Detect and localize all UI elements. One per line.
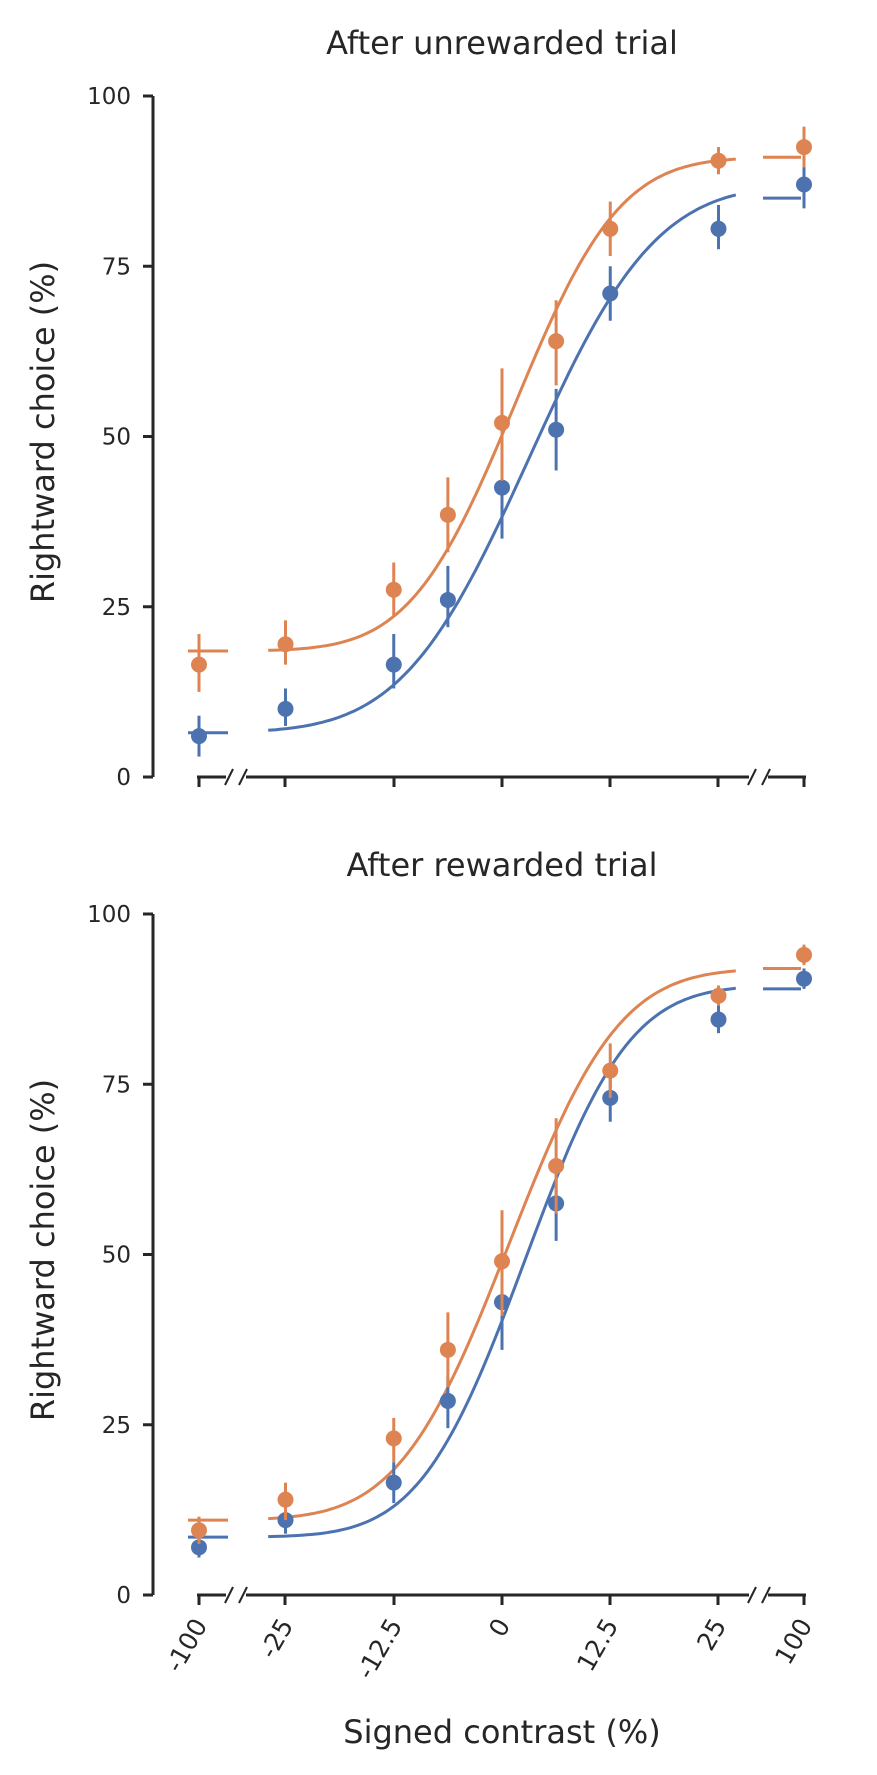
data-points (191, 126, 812, 757)
x-tick-label: 12.5 (571, 1614, 624, 1677)
data-point (602, 220, 619, 237)
x-tick-label: -12.5 (351, 1614, 408, 1685)
data-points (191, 944, 812, 1558)
data-point (548, 333, 565, 350)
data-point (191, 656, 207, 673)
data-point (796, 176, 812, 193)
data-point (385, 581, 402, 598)
x-tick-label: -25 (254, 1614, 300, 1664)
data-point (277, 1491, 294, 1508)
data-point (710, 1011, 727, 1028)
data-point (548, 1157, 565, 1174)
axis-break-mark (747, 768, 757, 786)
x-tick-label: -100 (160, 1614, 213, 1678)
axes: 0 25 50 75 100 -100 -25 -12.5 0 12.5 25 100 (87, 902, 818, 1684)
data-point (385, 1474, 402, 1491)
x-tick-label: 0 (483, 1614, 516, 1642)
data-point (191, 1539, 207, 1556)
fit-curves (188, 966, 801, 1539)
panel-title: After unrewarded trial (326, 24, 678, 62)
data-point (385, 1430, 402, 1447)
data-point (796, 946, 812, 963)
y-tick-label: 50 (102, 1243, 131, 1269)
data-point (494, 479, 510, 496)
data-point (602, 1062, 619, 1079)
y-tick-label: 100 (87, 902, 131, 928)
axis-break-mark (224, 1586, 234, 1604)
y-axis-label: Rightward choice (%) (24, 261, 62, 603)
data-point (494, 1253, 510, 1270)
x-axis-label: Signed contrast (%) (343, 1713, 661, 1751)
data-point (439, 1392, 456, 1409)
y-tick-label: 25 (102, 1413, 131, 1439)
data-point (439, 506, 456, 523)
x-tick-label: 100 (769, 1614, 818, 1670)
axis-break-mark (238, 768, 248, 786)
y-tick-label: 75 (102, 254, 131, 280)
data-point (191, 1522, 207, 1539)
data-point (796, 139, 812, 156)
data-point (796, 970, 812, 987)
axis-break-mark (238, 1586, 248, 1604)
panel-after-rewarded: After rewarded trial Rightward choice (%… (24, 846, 818, 1751)
axes: 0 25 50 75 100 (87, 84, 806, 791)
axis-break-mark (761, 1586, 771, 1604)
y-axis-label: Rightward choice (%) (24, 1079, 62, 1421)
data-point (385, 656, 402, 673)
data-point (277, 636, 294, 653)
data-point (439, 1341, 456, 1358)
panel-after-unrewarded: After unrewarded trial Rightward choice … (24, 24, 812, 791)
y-tick-label: 0 (116, 765, 131, 791)
axis-break-mark (224, 768, 234, 786)
axis-break-mark (761, 768, 771, 786)
data-point (602, 285, 619, 302)
y-tick-label: 75 (102, 1072, 131, 1098)
data-point (494, 414, 510, 431)
data-point (277, 700, 294, 717)
data-point (548, 421, 565, 438)
data-point (710, 987, 727, 1004)
data-point (710, 220, 727, 237)
y-tick-label: 100 (87, 84, 131, 110)
y-tick-label: 25 (102, 595, 131, 621)
data-point (439, 591, 456, 608)
panel-title: After rewarded trial (346, 846, 657, 884)
axis-break-mark (747, 1586, 757, 1604)
x-tick-label: 25 (691, 1614, 732, 1656)
y-tick-label: 0 (116, 1583, 131, 1609)
data-point (191, 728, 207, 745)
data-point (710, 152, 727, 169)
y-tick-label: 50 (102, 425, 131, 451)
